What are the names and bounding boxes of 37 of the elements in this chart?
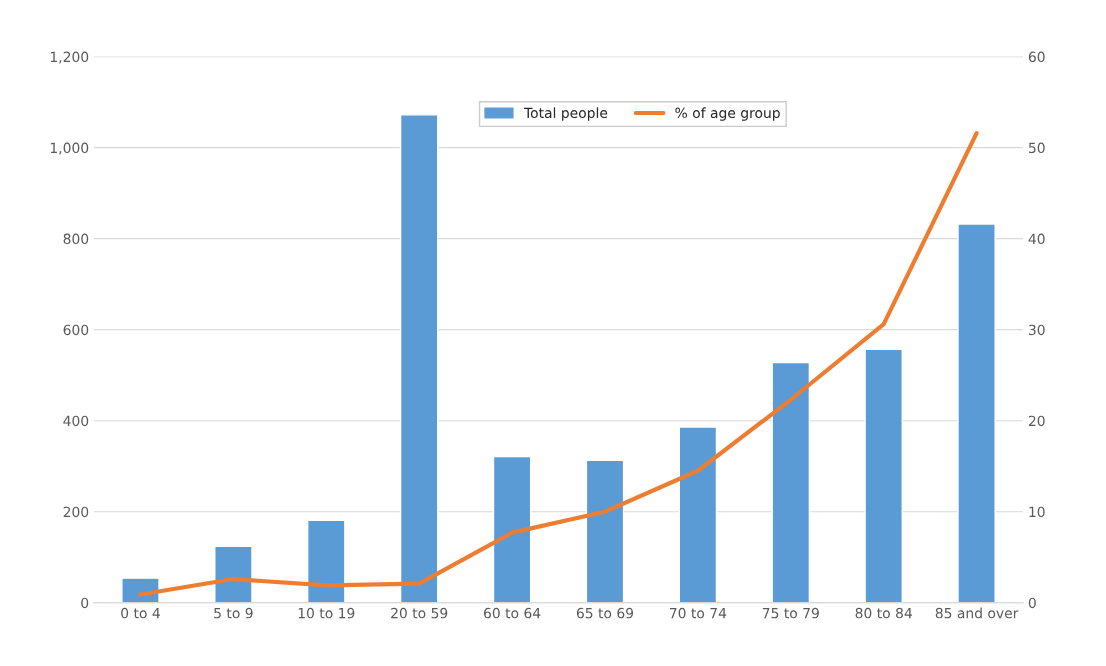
bar xyxy=(399,114,439,603)
bar xyxy=(957,223,996,603)
bar xyxy=(771,361,811,603)
x-tick-label: 70 to 74 xyxy=(669,607,727,619)
y2-tick-label: 60 xyxy=(1028,51,1045,63)
bar xyxy=(306,519,346,603)
bar xyxy=(492,455,532,603)
y2-tick-label: 0 xyxy=(1028,597,1036,609)
bar xyxy=(585,459,625,603)
y-tick-label: 0 xyxy=(81,597,89,609)
y-tick-label: 1,200 xyxy=(50,51,89,64)
x-tick-label: 60 to 64 xyxy=(483,607,541,619)
y2-tick-label: 30 xyxy=(1028,324,1045,336)
y-tick-label: 400 xyxy=(63,415,89,427)
bar xyxy=(864,348,903,603)
bar xyxy=(678,426,718,603)
bar xyxy=(214,545,253,603)
y2-tick-label: 20 xyxy=(1028,415,1045,427)
y2-tick-label: 10 xyxy=(1029,506,1045,518)
x-tick-label: 65 to 69 xyxy=(576,607,634,619)
y-tick-label: 1,000 xyxy=(50,142,89,155)
x-tick-label: 5 to 9 xyxy=(214,607,253,619)
x-tick-label: 80 to 84 xyxy=(855,607,912,619)
x-tick-label: 85 and over xyxy=(935,607,1019,619)
y-tick-label: 800 xyxy=(63,233,89,245)
x-tick-label: 20 to 59 xyxy=(391,607,448,619)
line-series xyxy=(138,130,979,597)
bar xyxy=(121,577,160,603)
legend-label: Total people xyxy=(523,107,608,121)
y-tick-label: 600 xyxy=(63,324,89,336)
x-tick-label: 0 to 4 xyxy=(121,607,160,619)
x-tick-label: 75 to 79 xyxy=(762,607,819,619)
x-tick-label: 10 to 19 xyxy=(298,607,355,619)
legend-label: % of age group xyxy=(675,107,780,121)
y2-tick-label: 50 xyxy=(1028,142,1045,154)
y-tick-label: 200 xyxy=(63,506,89,518)
y2-tick-label: 40 xyxy=(1028,233,1045,245)
